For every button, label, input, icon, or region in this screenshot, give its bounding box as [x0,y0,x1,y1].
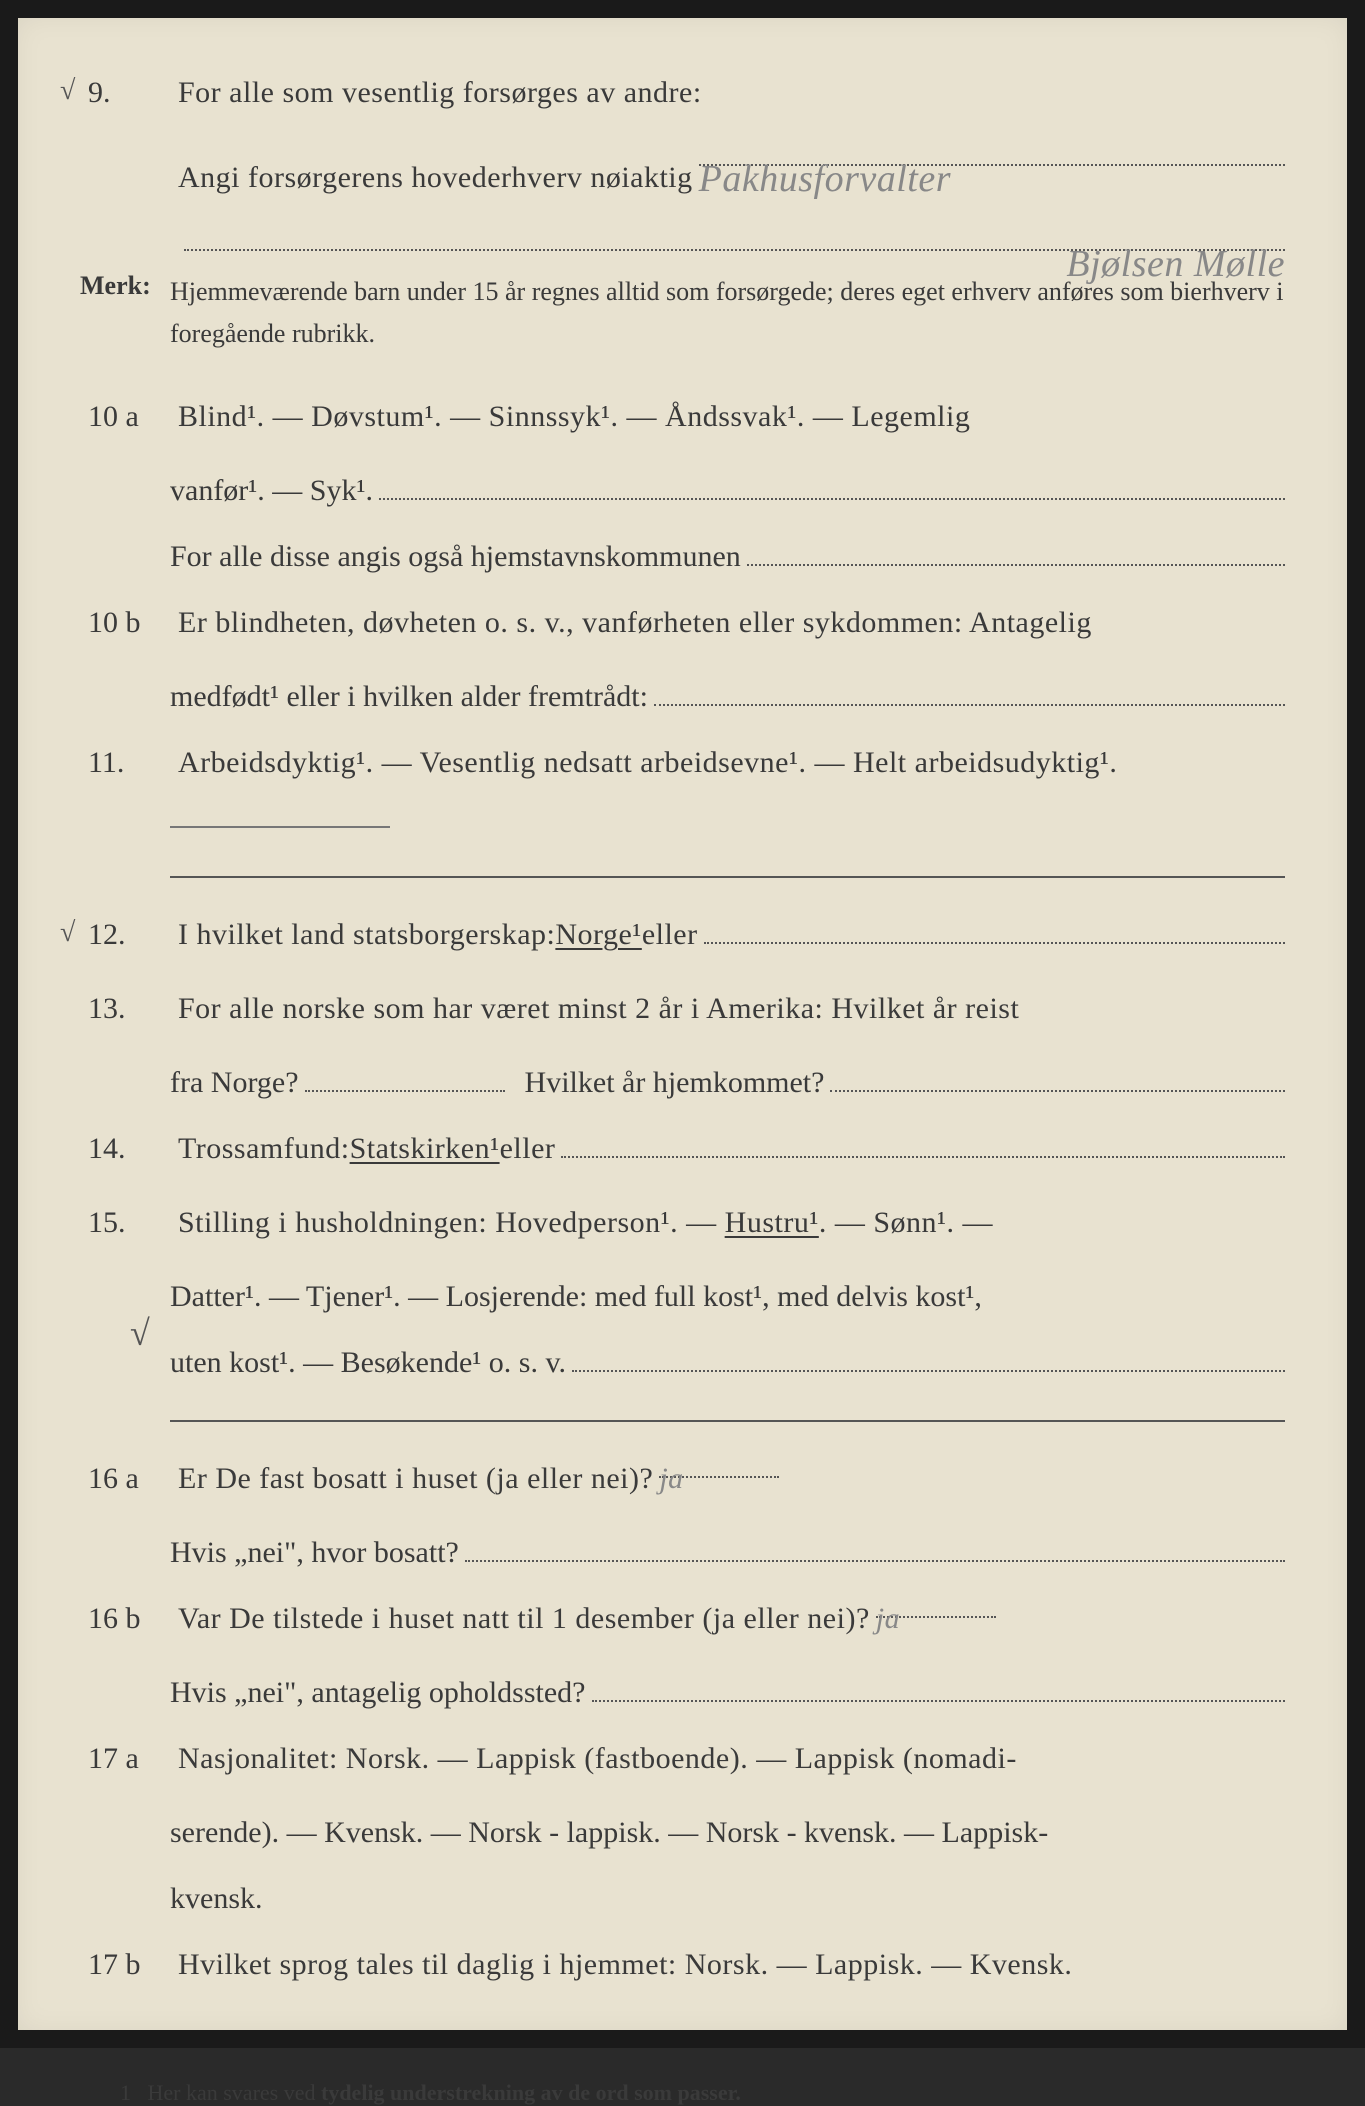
question-9-line3: Bjølsen Mølle [80,219,1285,251]
q16b-answer: ja [876,1602,900,1635]
q16b-line2: Hvis „nei", antagelig opholdssted? [170,1660,1285,1726]
q17a-number: 17 a [80,1726,178,1792]
q15-number: 15. [80,1190,178,1256]
q13-text2b: Hvilket år hjemkommet? [525,1050,825,1116]
footnote-divider [110,2038,390,2040]
question-9: 9. For alle som vesentlig forsørges av a… [80,60,1285,126]
q14-underlined: Statskirken¹ [350,1116,500,1182]
q11-hand-underline [170,826,390,828]
q9-handwritten2: Bjølsen Mølle [1066,223,1285,307]
q16b-text2: Hvis „nei", antagelig opholdssted? [170,1660,586,1726]
q16a-line2: Hvis „nei", hvor bosatt? [170,1520,1285,1586]
footnote-num: 1 [120,2080,131,2105]
q13-text2a: fra Norge? [170,1050,299,1116]
question-17a: 17 a Nasjonalitet: Norsk. — Lappisk (fas… [80,1726,1285,1792]
q14-text-post: eller [500,1116,556,1182]
document-page: 9. For alle som vesentlig forsørges av a… [0,0,1365,2048]
q16b-text1: Var De tilstede i huset natt til 1 desem… [178,1586,870,1652]
q15-checkmark: √ [130,1294,150,1373]
q12-text-post: eller [642,902,698,968]
q10a-line2: vanfør¹. — Syk¹. [170,458,1285,524]
q11-number: 11. [80,730,178,796]
question-9-line2: Angi forsørgerens hovederhverv nøiaktig … [80,134,1285,211]
q15-line2-row: √ Datter¹. — Tjener¹. — Losjerende: med … [170,1264,1285,1330]
q10a-number: 10 a [80,384,178,450]
q10b-text1: Er blindheten, døvheten o. s. v., vanfør… [178,590,1285,656]
q15-line1-underlined: Hustru¹ [725,1206,819,1239]
footnote-pre: Her kan svares ved [148,2080,322,2105]
question-13: 13. For alle norske som har været minst … [80,976,1285,1042]
q17a-text1: Nasjonalitet: Norsk. — Lappisk (fastboen… [178,1726,1285,1792]
q10a-line3: For alle disse angis også hjemstavnskomm… [170,524,1285,590]
q9-handwritten1: Pakhusforvalter [699,158,951,200]
q9-line1: For alle som vesentlig forsørges av andr… [178,60,1285,126]
footnote-bold: tydelig understrekning av de ord som pas… [321,2080,741,2105]
q16a-text1: Er De fast bosatt i huset (ja eller nei)… [178,1446,653,1512]
question-16a: 16 a Er De fast bosatt i huset (ja eller… [80,1446,1285,1512]
q10b-text2: medfødt¹ eller i hvilken alder fremtrådt… [170,664,648,730]
question-10b: 10 b Er blindheten, døvheten o. s. v., v… [80,590,1285,656]
divider-2 [170,1420,1285,1422]
q17b-text: Hvilket sprog tales til daglig i hjemmet… [178,1932,1285,1998]
q11-text: Arbeidsdyktig¹. — Vesentlig nedsatt arbe… [178,746,1117,781]
question-16b: 16 b Var De tilstede i huset natt til 1 … [80,1586,1285,1652]
q14-text-pre: Trossamfund: [178,1116,350,1182]
q16a-text2: Hvis „nei", hvor bosatt? [170,1520,459,1586]
q15-line1-pre: Stilling i husholdningen: Hovedperson¹. … [178,1206,725,1239]
q12-text-pre: I hvilket land statsborgerskap: [178,902,555,968]
merk-label: Merk: [80,271,170,354]
q15-line3-row: uten kost¹. — Besøkende¹ o. s. v. [170,1330,1285,1396]
q15-line1-post: . — Sønn¹. — [819,1206,993,1239]
q13-number: 13. [80,976,178,1042]
q12-underlined: Norge¹ [555,902,641,968]
q10a-text3: For alle disse angis også hjemstavnskomm… [170,524,741,590]
q10b-number: 10 b [80,590,178,656]
q17b-number: 17 b [80,1932,178,1998]
q13-text1: For alle norske som har været minst 2 år… [178,976,1285,1042]
q9-number: 9. [80,60,178,126]
question-12: 12. I hvilket land statsborgerskap: Norg… [80,902,1285,968]
q12-number: 12. [80,902,178,968]
footnote: 1 Her kan svares ved tydelig understrekn… [120,2080,1285,2106]
q16b-number: 16 b [80,1586,178,1652]
q13-line2: fra Norge? Hvilket år hjemkommet? [170,1050,1285,1116]
q10b-line2: medfødt¹ eller i hvilken alder fremtrådt… [170,664,1285,730]
question-10a: 10 a Blind¹. — Døvstum¹. — Sinnssyk¹. — … [80,384,1285,450]
q10a-text1: Blind¹. — Døvstum¹. — Sinnssyk¹. — Åndss… [178,384,1285,450]
question-15: 15. Stilling i husholdningen: Hovedperso… [80,1190,1285,1256]
q15-line2: Datter¹. — Tjener¹. — Losjerende: med fu… [170,1280,982,1313]
q16a-answer: ja [659,1462,683,1495]
q14-number: 14. [80,1116,178,1182]
q17a-line2: serende). — Kvensk. — Norsk - lappisk. —… [170,1800,1285,1866]
q9-line2-prefix: Angi forsørgerens hovederhverv nøiaktig [178,145,693,211]
divider-1 [170,876,1285,878]
question-14: 14. Trossamfund: Statskirken¹ eller [80,1116,1285,1182]
q10a-text2: vanfør¹. — Syk¹. [170,458,373,524]
q16a-number: 16 a [80,1446,178,1512]
question-17b: 17 b Hvilket sprog tales til daglig i hj… [80,1932,1285,1998]
q17a-line3: kvensk. [170,1866,1285,1932]
q15-line3: uten kost¹. — Besøkende¹ o. s. v. [170,1330,566,1396]
